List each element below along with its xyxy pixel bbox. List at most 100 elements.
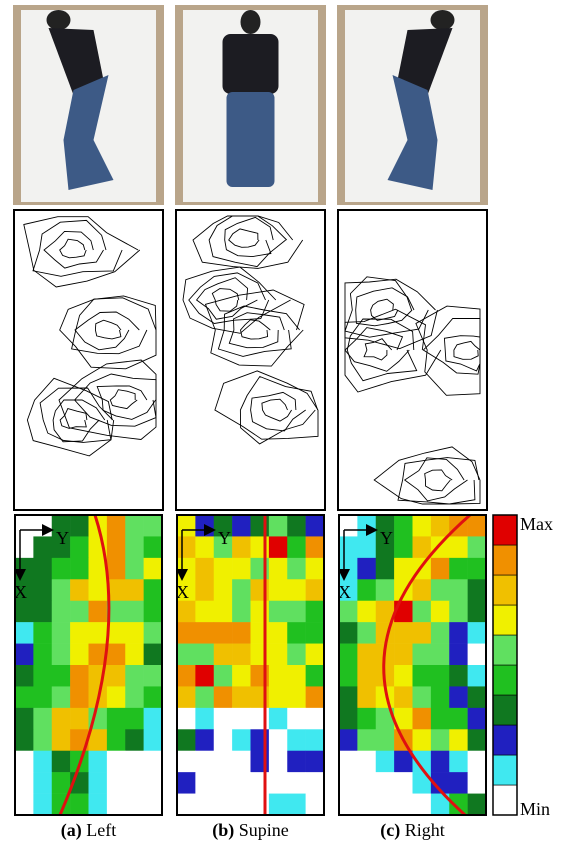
- heatmap-cell: [357, 772, 376, 794]
- heatmap-cell: [33, 515, 52, 537]
- heatmap-cell: [431, 708, 450, 730]
- heatmap-cell: [394, 686, 413, 708]
- heatmap-cell: [357, 622, 376, 644]
- heatmap-cell: [394, 772, 413, 794]
- heatmap-cell: [52, 579, 71, 601]
- heatmap-cell: [125, 686, 144, 708]
- heatmap-cell: [431, 558, 450, 580]
- heatmap-cell: [214, 751, 233, 773]
- heatmap-cell: [144, 794, 163, 816]
- heatmap-cell: [306, 644, 325, 666]
- heatmap-cell: [195, 579, 214, 601]
- photo-head: [431, 10, 455, 30]
- heatmap-cell: [413, 794, 432, 816]
- heatmap-cell: [339, 644, 358, 666]
- heatmap-cell: [232, 536, 251, 558]
- heatmap-cell: [195, 558, 214, 580]
- heatmap-cell: [177, 644, 196, 666]
- heatmap-cell: [339, 708, 358, 730]
- heatmap-cell: [339, 601, 358, 623]
- heatmap-cell: [89, 622, 108, 644]
- heatmap-cell: [232, 515, 251, 537]
- heatmap-cell: [15, 665, 34, 687]
- heatmap-cell: [232, 751, 251, 773]
- heatmap-cell: [287, 772, 306, 794]
- heatmap-cell: [144, 579, 163, 601]
- heatmap-cell: [431, 729, 450, 751]
- heatmap-cell: [306, 558, 325, 580]
- heatmap-cell: [287, 708, 306, 730]
- heatmap-cell: [144, 536, 163, 558]
- heatmap-cell: [287, 729, 306, 751]
- panel-caption: (b) Supine: [212, 820, 289, 841]
- heatmap-cell: [214, 644, 233, 666]
- heatmap-cell: [357, 751, 376, 773]
- heatmap-cell: [70, 622, 89, 644]
- heatmap-cell: [15, 558, 34, 580]
- heatmap-cell: [177, 794, 196, 816]
- heatmap-cell: [107, 558, 126, 580]
- colorbar-cell: [493, 515, 517, 545]
- heatmap-cell: [144, 558, 163, 580]
- heatmap-cell: [468, 686, 487, 708]
- heatmap-cell: [107, 794, 126, 816]
- heatmap-cell: [449, 665, 468, 687]
- heatmap-cell: [394, 794, 413, 816]
- heatmap-cell: [339, 686, 358, 708]
- heatmap-cell: [33, 622, 52, 644]
- heatmap-cell: [287, 794, 306, 816]
- heatmap-cell: [15, 772, 34, 794]
- caption-letter: (a): [61, 820, 82, 841]
- heatmap-cell: [15, 644, 34, 666]
- heatmap-cell: [232, 665, 251, 687]
- heatmap-cell: [394, 622, 413, 644]
- heatmap-cell: [89, 601, 108, 623]
- heatmap-cell: [468, 644, 487, 666]
- contour-frame: [338, 210, 487, 510]
- heatmap-cell: [195, 515, 214, 537]
- heatmap-cell: [232, 622, 251, 644]
- heatmap-cell: [144, 772, 163, 794]
- heatmap-cell: [144, 515, 163, 537]
- y-axis-label: Y: [56, 528, 69, 548]
- colorbar-cell: [493, 665, 517, 695]
- heatmap-cell: [33, 751, 52, 773]
- heatmap-cell: [15, 536, 34, 558]
- colorbar-cell: [493, 575, 517, 605]
- heatmap-cell: [214, 686, 233, 708]
- colorbar-cell: [493, 755, 517, 785]
- heatmap-cell: [125, 536, 144, 558]
- heatmap-cell: [287, 622, 306, 644]
- heatmap-cell: [52, 558, 71, 580]
- heatmap-cell: [33, 644, 52, 666]
- heatmap-cell: [287, 536, 306, 558]
- heatmap-cell: [357, 558, 376, 580]
- heatmap-cell: [468, 558, 487, 580]
- heatmap-cell: [468, 515, 487, 537]
- heatmap-cell: [107, 536, 126, 558]
- heatmap-cell: [232, 729, 251, 751]
- heatmap-cell: [339, 515, 358, 537]
- heatmap-cell: [449, 558, 468, 580]
- heatmap-cell: [269, 515, 288, 537]
- heatmap-cell: [269, 536, 288, 558]
- heatmap-cell: [468, 729, 487, 751]
- colorbar-min: Min: [520, 799, 550, 819]
- heatmap-cell: [376, 751, 395, 773]
- heatmap-cell: [449, 751, 468, 773]
- heatmap-cell: [339, 772, 358, 794]
- heatmap-cell: [449, 622, 468, 644]
- heatmap-cell: [269, 665, 288, 687]
- colorbar-max: Max: [520, 514, 553, 534]
- heatmap-cell: [125, 665, 144, 687]
- x-axis-label: X: [338, 582, 351, 602]
- heatmap-cell: [287, 558, 306, 580]
- heatmap-cell: [195, 622, 214, 644]
- heatmap-cell: [287, 686, 306, 708]
- heatmap-cell: [357, 729, 376, 751]
- heatmap-cell: [431, 536, 450, 558]
- heatmap-cell: [33, 772, 52, 794]
- heatmap-cell: [15, 794, 34, 816]
- heatmap-cell: [107, 686, 126, 708]
- heatmap-cell: [306, 622, 325, 644]
